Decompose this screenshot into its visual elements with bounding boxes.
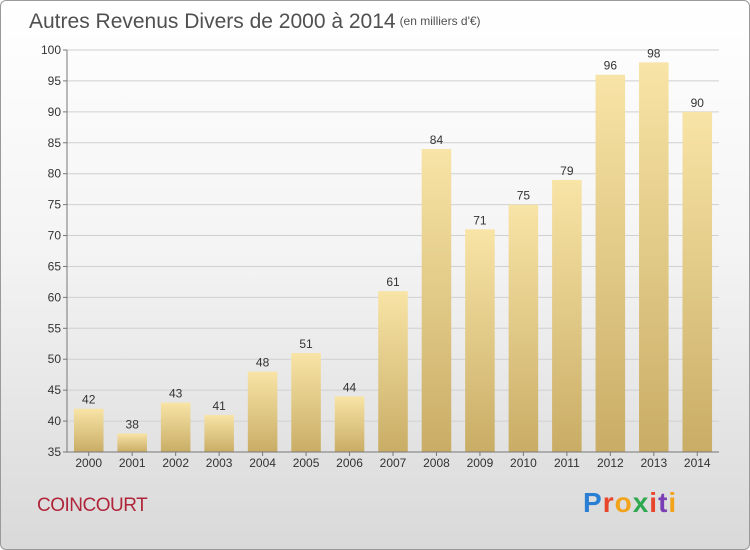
- chart-title-text: Autres Revenus Divers de 2000 à 2014: [29, 10, 396, 33]
- x-tick-label: 2008: [423, 456, 450, 470]
- bar-value-label: 75: [517, 189, 531, 203]
- bar-value-label: 71: [473, 213, 487, 227]
- logo-letter: r: [602, 487, 615, 518]
- y-tick-label: 35: [48, 445, 62, 459]
- x-tick-label: 2006: [336, 456, 363, 470]
- bar-value-label: 84: [430, 133, 444, 147]
- bar-layer: 42 38 43 41 48 51 44 61 84 71 75 79 96 98 90: [73, 46, 713, 452]
- bar-value-label: 44: [343, 380, 357, 394]
- x-tick-label: 2011: [554, 456, 580, 470]
- y-tick-label: 55: [48, 321, 62, 335]
- x-tick-label: 2004: [249, 456, 276, 470]
- bar[interactable]: [117, 433, 147, 452]
- bar[interactable]: [378, 291, 408, 452]
- axis-layer: 35 40 45 50 55 60 65 70 75 80 85 90 95 100 2000 2001 200…: [41, 43, 719, 470]
- bar[interactable]: [204, 414, 234, 452]
- y-tick-label: 100: [41, 43, 61, 57]
- bar[interactable]: [552, 179, 582, 452]
- x-tick-label: 2002: [162, 456, 189, 470]
- bar[interactable]: [465, 229, 495, 452]
- bar-value-label: 42: [82, 393, 96, 407]
- bar-value-label: 43: [169, 387, 183, 401]
- x-tick-label: 2009: [467, 456, 494, 470]
- logo-letter: x: [632, 487, 650, 518]
- bar[interactable]: [595, 74, 626, 452]
- bar[interactable]: [639, 62, 669, 452]
- bar-value-label: 98: [647, 46, 661, 60]
- bar-value-label: 51: [299, 337, 313, 351]
- y-tick-label: 50: [48, 352, 62, 366]
- bar[interactable]: [291, 353, 321, 452]
- x-tick-label: 2000: [75, 456, 102, 470]
- logo-letter: P: [583, 487, 603, 518]
- x-tick-label: 2007: [380, 456, 407, 470]
- bar-value-label: 61: [386, 275, 400, 289]
- logo-letter: i: [668, 487, 678, 518]
- bar[interactable]: [421, 148, 452, 452]
- chart-title: Autres Revenus Divers de 2000 à 2014 (en …: [29, 10, 481, 34]
- x-tick-label: 2001: [119, 456, 146, 470]
- x-tick-label: 2010: [510, 456, 537, 470]
- logo-letter: o: [614, 487, 633, 518]
- proxiti-logo[interactable]: Proxiti: [583, 487, 677, 519]
- bar[interactable]: [508, 204, 539, 452]
- y-tick-label: 60: [48, 290, 62, 304]
- commune-name: COINCOURT: [37, 495, 148, 516]
- y-tick-label: 65: [48, 259, 62, 273]
- x-tick-label: 2003: [206, 456, 233, 470]
- bar-value-label: 96: [604, 59, 618, 73]
- bar-value-label: 48: [256, 356, 270, 370]
- y-tick-label: 40: [48, 414, 62, 428]
- bar[interactable]: [73, 408, 104, 452]
- y-tick-label: 45: [48, 383, 62, 397]
- bar[interactable]: [247, 371, 278, 452]
- bar-value-label: 79: [560, 164, 574, 178]
- chart-unit: (en milliers d'€): [399, 14, 481, 28]
- y-tick-label: 70: [48, 229, 62, 243]
- x-tick-label: 2014: [684, 456, 711, 470]
- x-tick-label: 2012: [597, 456, 624, 470]
- x-tick-label: 2005: [293, 456, 320, 470]
- bar[interactable]: [334, 396, 365, 452]
- y-tick-label: 75: [48, 198, 62, 212]
- y-tick-label: 95: [48, 74, 62, 88]
- y-tick-label: 80: [48, 167, 62, 181]
- logo-letter: t: [658, 487, 669, 518]
- bar[interactable]: [682, 111, 713, 452]
- bar-value-label: 38: [126, 417, 140, 431]
- y-tick-label: 90: [48, 105, 62, 119]
- logo-letter: i: [649, 487, 659, 518]
- bar-value-label: 41: [212, 399, 226, 413]
- y-tick-label: 85: [48, 136, 62, 150]
- x-tick-label: 2013: [640, 456, 667, 470]
- bar-value-label: 90: [691, 96, 705, 110]
- bar[interactable]: [160, 402, 191, 452]
